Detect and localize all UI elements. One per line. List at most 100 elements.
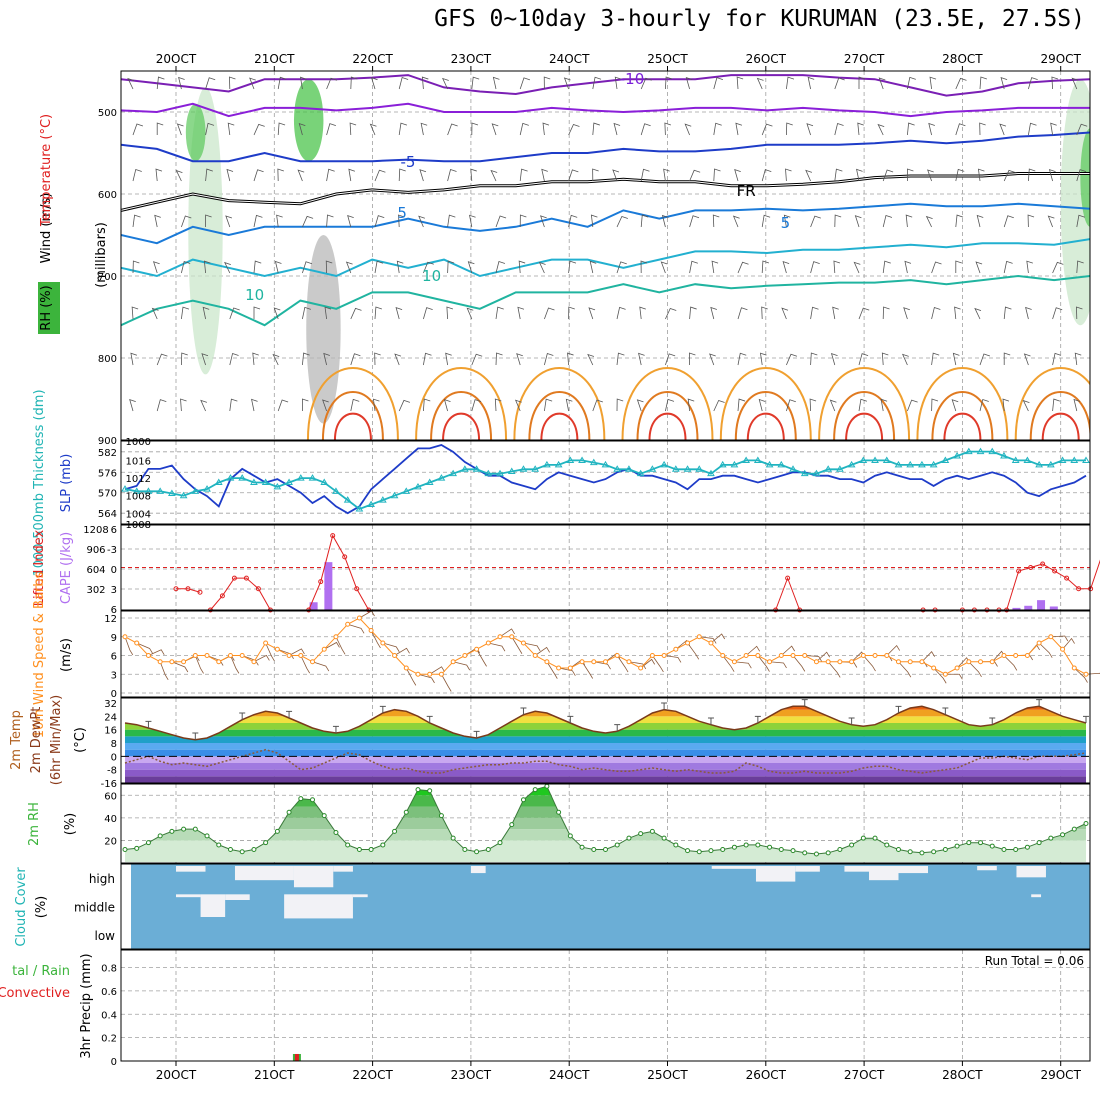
rh-marker (978, 840, 984, 846)
li-marker (1040, 561, 1046, 567)
rh-marker (345, 842, 351, 848)
minmax-whisker (1036, 699, 1043, 707)
wind-barb (804, 655, 823, 662)
wind-barb (491, 123, 499, 136)
wind-barb (156, 399, 167, 412)
slp-marker (226, 474, 235, 481)
cloud-cell-middle (1031, 894, 1042, 898)
slp-marker (496, 469, 504, 477)
contour-label: -5 (401, 153, 416, 171)
speed-marker (333, 634, 339, 640)
rh-marker (1083, 821, 1089, 826)
wind-barb (447, 169, 457, 182)
wind-barb (699, 636, 717, 644)
wind-barb (398, 214, 405, 228)
cloud-cell-high (470, 866, 486, 874)
wind-barb (276, 214, 283, 228)
rh-marker (884, 842, 890, 848)
wind-barb (1028, 77, 1038, 90)
wind-barb (636, 399, 644, 412)
isotherm-line (121, 238, 1090, 278)
contour-label: 10 (422, 267, 441, 285)
cloud-cell-middle (284, 894, 353, 919)
slp-marker (332, 487, 340, 494)
rh-marker (298, 796, 304, 802)
cloud-cell-middle (176, 894, 201, 898)
temp-band (125, 723, 1086, 730)
warm-contour (734, 391, 797, 440)
wind-barb (423, 307, 433, 320)
li-marker (1052, 568, 1058, 574)
slp-marker (964, 447, 973, 455)
y-tick-label: 600 (98, 190, 117, 201)
cape-bar (1049, 606, 1058, 610)
y-tick-label: 0 (111, 689, 117, 700)
rh-marker (204, 833, 210, 839)
wind-barb (442, 77, 449, 90)
slp-marker (578, 456, 586, 463)
rh-marker (321, 813, 327, 819)
wind-barb (792, 655, 806, 672)
wind-barb (544, 307, 555, 320)
speed-marker (263, 640, 269, 646)
wind-barb (495, 352, 503, 366)
wind-barb (761, 214, 771, 228)
wind-barb (229, 307, 240, 320)
wind-barb (807, 76, 815, 90)
wind-barb (858, 76, 866, 89)
wind-barb (761, 306, 768, 320)
wind-barb (616, 216, 628, 228)
wind-barb (517, 306, 525, 320)
wind-barb (299, 76, 307, 90)
slp-marker (203, 485, 211, 492)
speed-marker (368, 628, 374, 633)
wind-barb (614, 76, 622, 90)
x-tick-label-top: 24OCT (549, 52, 590, 66)
warm-contour (833, 391, 896, 440)
wind-barb (124, 636, 134, 656)
wind-barb (711, 260, 719, 274)
speed-marker (310, 659, 316, 665)
slp-marker (882, 456, 891, 463)
y-tick-label: 0.8 (101, 964, 117, 975)
speed-marker (1060, 646, 1066, 652)
wind-barb (253, 260, 262, 274)
wind-barb (955, 77, 967, 90)
y-tick-label: 6 (111, 652, 117, 663)
wind-barb (709, 353, 716, 366)
wind-barb (979, 122, 986, 136)
wind-barb (398, 168, 406, 182)
slp-marker (871, 456, 879, 463)
speed-marker (708, 640, 714, 646)
speed-marker (427, 671, 433, 677)
li-line (775, 576, 801, 611)
temp-band (125, 776, 1086, 783)
wind-barb (689, 260, 698, 274)
speed-marker (321, 646, 327, 652)
wind-barb (735, 122, 743, 136)
wind-barb (687, 642, 700, 660)
slp-marker (1058, 456, 1067, 463)
x-tick-label-bottom: 25OCT (647, 1068, 688, 1082)
y-corner-label: 1000 (126, 437, 151, 448)
wind-barb (181, 260, 191, 274)
wind-barb (326, 168, 335, 182)
y-axis-label-left: Convective (0, 986, 70, 1001)
wind-barb (568, 214, 578, 228)
rh-marker (520, 797, 526, 803)
slp-marker (554, 460, 563, 468)
wind-barb (132, 260, 140, 274)
contour-label: 5 (397, 204, 407, 222)
wind-barb (253, 214, 263, 228)
wind-barb (519, 168, 528, 182)
wind-barb (736, 76, 744, 90)
slp-marker (929, 460, 938, 468)
cloud-cell-high (898, 866, 928, 874)
minmax-whisker (801, 699, 808, 707)
wind-barb (979, 76, 987, 90)
wind-barb (640, 658, 656, 669)
y-axis-label-left: 1000-500mb Thickness (dm) (32, 389, 47, 576)
wind-barb (350, 353, 361, 366)
speed-marker (181, 659, 187, 665)
wind-barb (171, 661, 189, 673)
